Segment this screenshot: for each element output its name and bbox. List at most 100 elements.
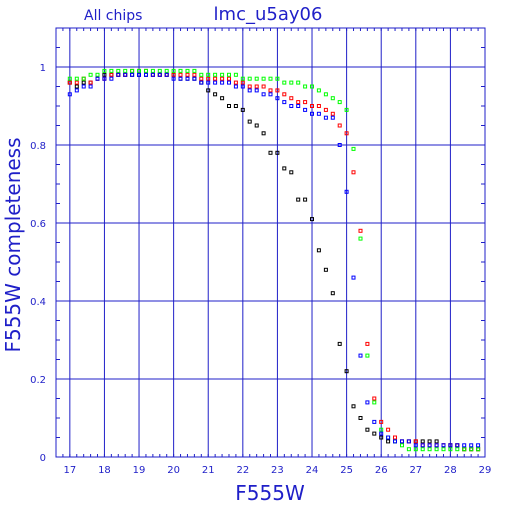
data-point bbox=[282, 80, 287, 85]
data-point bbox=[413, 443, 418, 448]
data-point bbox=[81, 76, 86, 81]
data-point bbox=[289, 104, 294, 108]
data-point bbox=[192, 76, 197, 81]
data-point bbox=[420, 443, 425, 448]
tick-labels: 17 18 19 20 21 22 23 24 25 26 27 28 29 0 0.2 0.4 0.6 0.8 1 bbox=[30, 63, 491, 476]
data-point bbox=[213, 76, 218, 81]
data-point bbox=[303, 100, 308, 105]
data-point bbox=[413, 439, 418, 444]
data-point bbox=[213, 92, 218, 97]
y-tick-label: 0.8 bbox=[30, 141, 46, 152]
y-tick-label: 1 bbox=[40, 63, 46, 74]
data-point bbox=[137, 72, 141, 77]
data-point bbox=[344, 131, 349, 136]
data-point bbox=[434, 447, 439, 452]
data-point bbox=[233, 72, 238, 77]
data-point bbox=[261, 84, 266, 89]
data-point bbox=[67, 76, 72, 81]
x-tick-label: 19 bbox=[133, 465, 146, 476]
data-point bbox=[386, 439, 391, 444]
data-point bbox=[88, 80, 93, 85]
data-point bbox=[164, 72, 169, 77]
data-point bbox=[178, 72, 183, 77]
y-tick-label: 0.4 bbox=[30, 297, 46, 308]
data-point bbox=[268, 92, 273, 97]
data-point bbox=[67, 80, 72, 85]
data-point bbox=[233, 84, 238, 89]
y-tick-label: 0.2 bbox=[30, 375, 46, 386]
data-point bbox=[171, 76, 176, 81]
data-point bbox=[123, 68, 128, 73]
data-point bbox=[185, 68, 190, 73]
data-point bbox=[247, 88, 252, 93]
data-point bbox=[393, 439, 397, 444]
data-point bbox=[227, 76, 231, 81]
data-point bbox=[233, 104, 238, 108]
data-point bbox=[227, 104, 231, 108]
data-point bbox=[199, 76, 204, 81]
data-point bbox=[448, 447, 453, 452]
data-point bbox=[379, 435, 384, 440]
data-point bbox=[344, 107, 349, 112]
data-point bbox=[455, 443, 460, 448]
data-point bbox=[372, 400, 377, 405]
data-point bbox=[95, 76, 100, 81]
data-point bbox=[240, 80, 245, 85]
data-point bbox=[358, 416, 363, 420]
data-point bbox=[406, 439, 411, 444]
data-point bbox=[310, 111, 314, 116]
y-tick-label: 0.6 bbox=[30, 219, 46, 230]
data-point bbox=[261, 76, 266, 81]
data-point bbox=[268, 76, 273, 81]
data-point bbox=[427, 447, 432, 452]
data-point bbox=[157, 72, 162, 77]
data-point bbox=[206, 80, 211, 85]
data-point bbox=[379, 419, 384, 424]
data-point bbox=[144, 68, 148, 73]
data-point bbox=[275, 96, 280, 101]
data-point bbox=[233, 80, 238, 85]
data-point bbox=[296, 197, 301, 202]
data-point bbox=[137, 68, 141, 73]
x-tick-label: 23 bbox=[271, 465, 284, 476]
data-point bbox=[199, 72, 204, 77]
data-point bbox=[199, 80, 204, 85]
data-point bbox=[406, 447, 411, 452]
data-point bbox=[164, 68, 169, 73]
data-point bbox=[157, 68, 162, 73]
x-tick-label: 18 bbox=[98, 465, 111, 476]
data-point bbox=[476, 443, 481, 448]
data-point bbox=[393, 435, 397, 440]
data-point bbox=[185, 76, 190, 81]
data-point bbox=[254, 123, 259, 128]
data-point bbox=[413, 447, 418, 452]
data-point bbox=[303, 107, 308, 112]
data-point bbox=[351, 275, 356, 280]
data-point bbox=[109, 68, 114, 73]
data-point bbox=[247, 76, 252, 81]
data-point bbox=[441, 443, 446, 448]
data-point bbox=[67, 92, 72, 97]
data-point bbox=[344, 369, 349, 374]
data-point bbox=[365, 427, 370, 432]
data-point bbox=[261, 92, 266, 97]
data-point bbox=[316, 111, 321, 116]
data-point bbox=[462, 443, 467, 448]
data-point bbox=[379, 427, 384, 432]
data-point bbox=[130, 72, 135, 77]
chart-title: lmc_u5ay06 bbox=[214, 4, 323, 25]
data-point bbox=[74, 80, 79, 85]
data-point bbox=[150, 68, 155, 73]
data-point bbox=[386, 427, 391, 432]
data-point bbox=[268, 88, 273, 93]
data-point bbox=[469, 447, 474, 452]
data-point bbox=[337, 123, 342, 128]
plot-frame bbox=[55, 27, 486, 458]
data-point bbox=[372, 419, 377, 424]
data-point bbox=[462, 447, 467, 452]
chips-label: All chips bbox=[84, 8, 142, 24]
data-point bbox=[289, 170, 294, 175]
data-point bbox=[185, 72, 190, 77]
x-tick-label: 28 bbox=[444, 465, 457, 476]
data-point bbox=[296, 100, 301, 105]
